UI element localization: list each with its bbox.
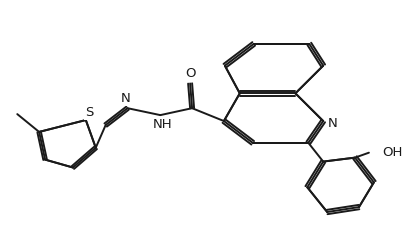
Text: NH: NH xyxy=(152,119,172,131)
Text: S: S xyxy=(85,106,94,119)
Text: N: N xyxy=(327,117,336,129)
Text: OH: OH xyxy=(381,146,401,159)
Text: O: O xyxy=(185,67,195,80)
Text: N: N xyxy=(120,92,130,105)
